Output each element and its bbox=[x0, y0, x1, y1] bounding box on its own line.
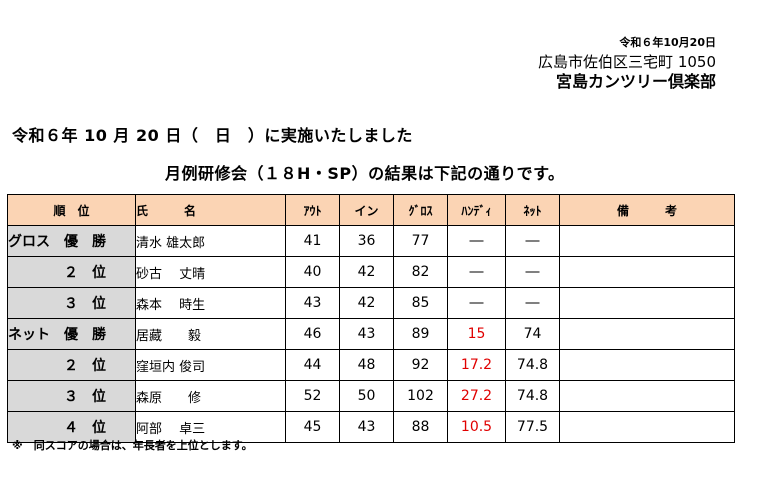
out-cell: 52 bbox=[286, 381, 340, 412]
note-cell bbox=[560, 257, 735, 288]
net-cell: 74.8 bbox=[506, 381, 560, 412]
rank-cell: グロス 優 勝 bbox=[8, 226, 136, 257]
name-cell: 窪垣内 俊司 bbox=[136, 350, 286, 381]
note-cell bbox=[560, 412, 735, 443]
note-cell bbox=[560, 350, 735, 381]
out-cell: 44 bbox=[286, 350, 340, 381]
table-row: グロス 優 勝 清水 雄太郎 41 36 77 ― ― bbox=[8, 226, 735, 257]
address-block: 広島市佐伯区三宅町 1050 宮島カンツリー倶楽部 bbox=[538, 53, 716, 91]
table-row: ３ 位 森原 修 52 50 102 27.2 74.8 bbox=[8, 381, 735, 412]
net-cell: 74 bbox=[506, 319, 560, 350]
results-table: 順 位 氏 名 ｱｳﾄ イン ｸﾞﾛｽ ﾊﾝﾃﾞｨ ﾈｯﾄ 備 考 グロス 優 … bbox=[7, 194, 735, 443]
gross-cell: 102 bbox=[394, 381, 448, 412]
address: 広島市佐伯区三宅町 1050 bbox=[538, 53, 716, 72]
name-cell: 森本 時生 bbox=[136, 288, 286, 319]
in-cell: 50 bbox=[340, 381, 394, 412]
gross-cell: 92 bbox=[394, 350, 448, 381]
net-cell: ― bbox=[506, 288, 560, 319]
table-row: ３ 位 森本 時生 43 42 85 ― ― bbox=[8, 288, 735, 319]
hdcp-cell: 10.5 bbox=[448, 412, 506, 443]
footnote: ※ 同スコアの場合は、年長者を上位とします。 bbox=[12, 437, 253, 453]
header-gross: ｸﾞﾛｽ bbox=[394, 195, 448, 226]
held-line: 令和６年 10 月 20 日（ 日 ）に実施いたしました bbox=[12, 122, 413, 146]
name-cell: 砂古 丈晴 bbox=[136, 257, 286, 288]
hdcp-cell: ― bbox=[448, 257, 506, 288]
out-cell: 45 bbox=[286, 412, 340, 443]
note-cell bbox=[560, 226, 735, 257]
header-row: 順 位 氏 名 ｱｳﾄ イン ｸﾞﾛｽ ﾊﾝﾃﾞｨ ﾈｯﾄ 備 考 bbox=[8, 195, 735, 226]
club-name: 宮島カンツリー倶楽部 bbox=[538, 72, 716, 91]
out-cell: 43 bbox=[286, 288, 340, 319]
name-cell: 森原 修 bbox=[136, 381, 286, 412]
rank-cell: ２ 位 bbox=[8, 257, 136, 288]
hdcp-cell: 15 bbox=[448, 319, 506, 350]
rank-cell: ３ 位 bbox=[8, 381, 136, 412]
gross-cell: 88 bbox=[394, 412, 448, 443]
net-cell: 74.8 bbox=[506, 350, 560, 381]
in-cell: 43 bbox=[340, 319, 394, 350]
hdcp-cell: 17.2 bbox=[448, 350, 506, 381]
table-row: ２ 位 窪垣内 俊司 44 48 92 17.2 74.8 bbox=[8, 350, 735, 381]
header-net: ﾈｯﾄ bbox=[506, 195, 560, 226]
out-cell: 40 bbox=[286, 257, 340, 288]
out-cell: 46 bbox=[286, 319, 340, 350]
name-cell: 居藏 毅 bbox=[136, 319, 286, 350]
header-in: イン bbox=[340, 195, 394, 226]
header-rank: 順 位 bbox=[8, 195, 136, 226]
net-cell: 77.5 bbox=[506, 412, 560, 443]
table-row: ２ 位 砂古 丈晴 40 42 82 ― ― bbox=[8, 257, 735, 288]
net-cell: ― bbox=[506, 226, 560, 257]
rank-cell: ２ 位 bbox=[8, 350, 136, 381]
gross-cell: 77 bbox=[394, 226, 448, 257]
header-name: 氏 名 bbox=[136, 195, 286, 226]
gross-cell: 82 bbox=[394, 257, 448, 288]
gross-cell: 85 bbox=[394, 288, 448, 319]
in-cell: 36 bbox=[340, 226, 394, 257]
net-cell: ― bbox=[506, 257, 560, 288]
in-cell: 43 bbox=[340, 412, 394, 443]
subtitle: 月例研修会（１８H・SP）の結果は下記の通りです。 bbox=[165, 160, 565, 184]
in-cell: 42 bbox=[340, 257, 394, 288]
hdcp-cell: ― bbox=[448, 288, 506, 319]
hdcp-cell: ― bbox=[448, 226, 506, 257]
date-top: 令和６年10月20日 bbox=[619, 34, 716, 50]
header-note: 備 考 bbox=[560, 195, 735, 226]
note-cell bbox=[560, 288, 735, 319]
gross-cell: 89 bbox=[394, 319, 448, 350]
rank-cell: ３ 位 bbox=[8, 288, 136, 319]
note-cell bbox=[560, 319, 735, 350]
note-cell bbox=[560, 381, 735, 412]
in-cell: 48 bbox=[340, 350, 394, 381]
hdcp-cell: 27.2 bbox=[448, 381, 506, 412]
out-cell: 41 bbox=[286, 226, 340, 257]
table-row: ネット 優 勝 居藏 毅 46 43 89 15 74 bbox=[8, 319, 735, 350]
header-out: ｱｳﾄ bbox=[286, 195, 340, 226]
in-cell: 42 bbox=[340, 288, 394, 319]
header-hdcp: ﾊﾝﾃﾞｨ bbox=[448, 195, 506, 226]
name-cell: 清水 雄太郎 bbox=[136, 226, 286, 257]
rank-cell: ネット 優 勝 bbox=[8, 319, 136, 350]
